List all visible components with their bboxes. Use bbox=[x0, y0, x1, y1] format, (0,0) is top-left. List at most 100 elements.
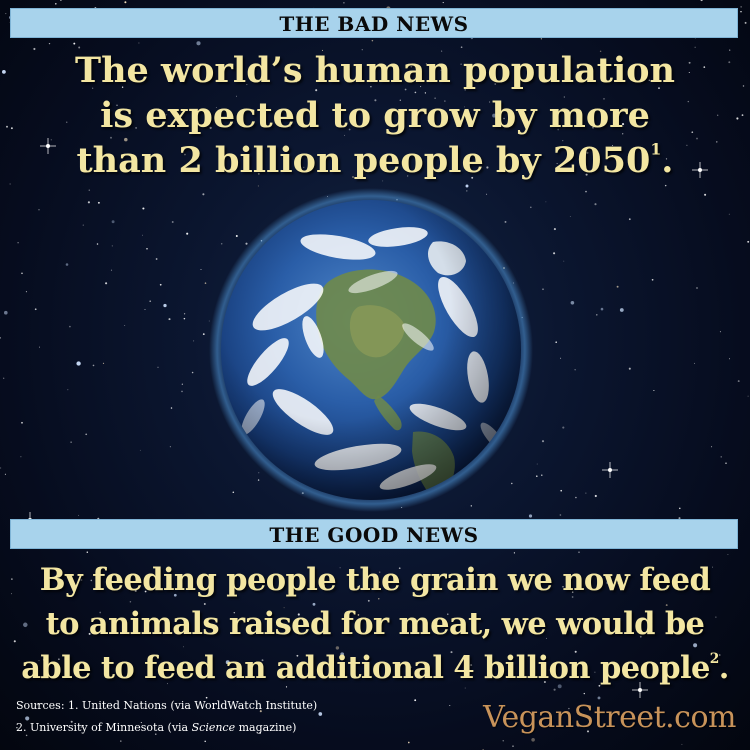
source-line-2-italic: Science bbox=[191, 721, 236, 734]
star bbox=[528, 514, 533, 518]
star bbox=[38, 346, 41, 348]
star bbox=[694, 362, 695, 364]
star bbox=[541, 474, 543, 476]
star bbox=[202, 333, 205, 335]
star bbox=[105, 282, 108, 285]
star bbox=[70, 441, 72, 443]
star bbox=[0, 467, 2, 469]
source-line-1: Sources: 1. United Nations (via WorldWat… bbox=[16, 699, 318, 712]
star bbox=[600, 307, 604, 311]
star bbox=[555, 341, 557, 343]
star bbox=[9, 183, 11, 185]
star bbox=[740, 6, 742, 8]
star bbox=[619, 308, 624, 312]
star bbox=[204, 740, 206, 743]
star bbox=[76, 361, 81, 366]
star bbox=[78, 514, 80, 516]
star bbox=[725, 462, 727, 464]
star bbox=[575, 496, 577, 499]
star bbox=[704, 193, 707, 196]
star bbox=[202, 193, 205, 196]
star bbox=[371, 39, 374, 42]
star bbox=[318, 712, 323, 716]
star bbox=[55, 3, 57, 5]
star bbox=[111, 245, 113, 247]
star bbox=[87, 201, 90, 204]
star bbox=[442, 2, 444, 4]
star bbox=[594, 494, 597, 498]
star bbox=[597, 696, 601, 700]
star bbox=[553, 228, 556, 231]
star bbox=[407, 741, 410, 744]
star bbox=[695, 286, 699, 290]
bad-news-footnote-marker: 1 bbox=[650, 139, 662, 159]
bad-news-line-3-text: than 2 billion people by 2050 bbox=[76, 140, 651, 181]
star bbox=[628, 367, 631, 370]
bad-news-headline: The world’s human population is expected… bbox=[0, 48, 750, 183]
star bbox=[102, 362, 105, 365]
star bbox=[536, 463, 538, 465]
star bbox=[740, 10, 742, 13]
star bbox=[596, 314, 598, 316]
star bbox=[20, 456, 22, 458]
star bbox=[679, 507, 681, 510]
star bbox=[155, 258, 158, 260]
star bbox=[149, 300, 152, 303]
star bbox=[728, 213, 730, 215]
star bbox=[3, 377, 5, 379]
source-line-2-suffix: magazine) bbox=[235, 721, 297, 734]
star bbox=[512, 745, 514, 747]
bad-news-line-1: The world’s human population bbox=[75, 50, 675, 91]
star bbox=[719, 331, 721, 333]
star bbox=[616, 285, 619, 288]
star bbox=[744, 21, 747, 24]
star bbox=[191, 371, 194, 374]
star bbox=[139, 449, 141, 451]
bad-news-line-2: is expected to grow by more bbox=[100, 95, 650, 136]
star bbox=[110, 269, 113, 271]
star bbox=[25, 291, 27, 293]
star bbox=[38, 208, 40, 211]
star bbox=[69, 325, 71, 328]
star bbox=[171, 221, 174, 223]
good-news-line-3: able to feed an additional 4 billion peo… bbox=[21, 650, 729, 686]
star bbox=[711, 446, 713, 448]
star bbox=[124, 324, 126, 327]
star bbox=[560, 489, 562, 492]
star bbox=[67, 389, 69, 391]
star bbox=[569, 215, 571, 217]
star bbox=[747, 240, 750, 243]
star bbox=[681, 743, 683, 745]
source-line-2: 2. University of Minnesota (via Science … bbox=[16, 717, 317, 739]
star bbox=[168, 318, 171, 321]
star bbox=[541, 440, 545, 443]
bad-news-line-3: than 2 billion people by 20501. bbox=[76, 139, 674, 181]
star bbox=[553, 252, 556, 255]
earth-globe-icon bbox=[208, 187, 534, 513]
star bbox=[142, 207, 145, 210]
good-news-line-2: to animals raised for meat, we would be bbox=[45, 606, 705, 642]
star bbox=[700, 0, 703, 2]
star bbox=[65, 263, 69, 266]
star bbox=[88, 189, 91, 191]
star bbox=[664, 184, 667, 187]
good-news-headline: By feeding people the grain we now feed … bbox=[0, 558, 750, 690]
star bbox=[574, 369, 576, 371]
star bbox=[4, 473, 6, 475]
star bbox=[186, 232, 189, 235]
star bbox=[169, 446, 171, 448]
star bbox=[4, 310, 8, 315]
star bbox=[97, 201, 100, 204]
source-line-2-prefix: 2. University of Minnesota (via bbox=[16, 721, 192, 734]
star bbox=[578, 551, 580, 554]
star bbox=[60, 0, 62, 2]
star bbox=[196, 41, 201, 46]
star bbox=[48, 42, 51, 45]
star bbox=[570, 301, 575, 305]
star bbox=[34, 308, 37, 311]
star bbox=[531, 738, 535, 742]
good-news-footnote-marker: 2 bbox=[709, 650, 720, 667]
good-news-banner: THE GOOD NEWS bbox=[10, 519, 738, 549]
star bbox=[651, 278, 654, 281]
